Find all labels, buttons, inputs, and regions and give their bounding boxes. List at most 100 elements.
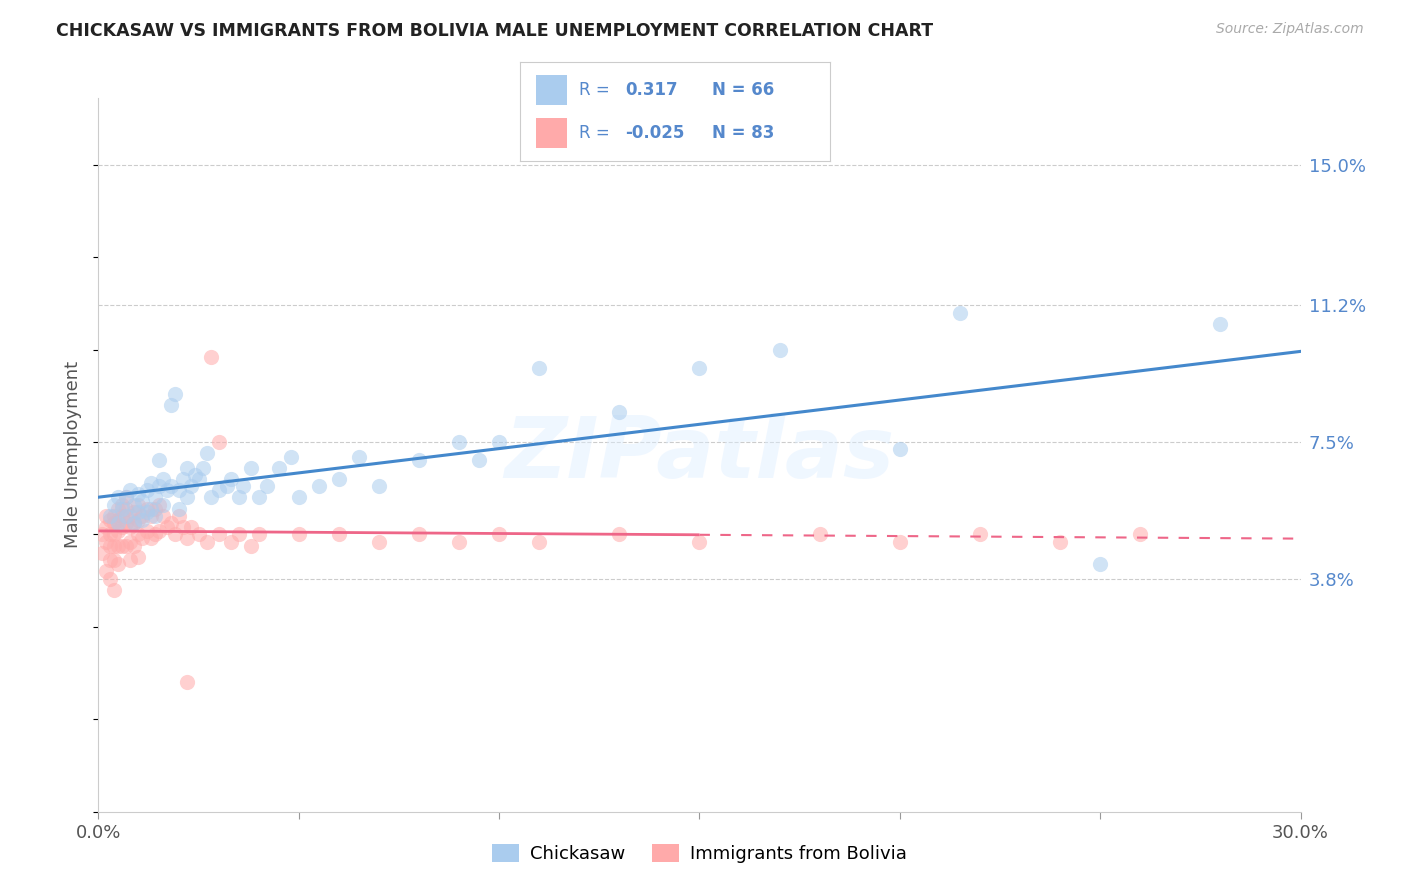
- Point: [208, 527, 231, 541]
- Point: [228, 527, 250, 541]
- Point: [115, 491, 138, 505]
- Point: [143, 491, 166, 505]
- Point: [167, 501, 190, 516]
- Point: [447, 534, 470, 549]
- Bar: [536, 119, 567, 148]
- Point: [969, 527, 991, 541]
- Point: [408, 527, 430, 541]
- Point: [111, 539, 134, 553]
- Point: [103, 527, 125, 541]
- Point: [128, 487, 150, 501]
- Point: [949, 305, 972, 319]
- Point: [96, 508, 118, 523]
- Point: [124, 505, 146, 519]
- Text: R =: R =: [579, 81, 614, 99]
- Point: [176, 491, 198, 505]
- Point: [100, 572, 122, 586]
- Point: [100, 508, 122, 523]
- Point: [889, 534, 911, 549]
- Point: [1088, 557, 1111, 571]
- Point: [172, 520, 194, 534]
- Point: [131, 508, 153, 523]
- Point: [115, 516, 138, 531]
- Point: [100, 553, 122, 567]
- Point: [159, 516, 181, 531]
- Point: [124, 516, 146, 531]
- Point: [148, 479, 170, 493]
- Point: [183, 468, 205, 483]
- Point: [107, 516, 129, 531]
- Point: [808, 527, 831, 541]
- Point: [111, 508, 134, 523]
- Point: [131, 531, 153, 545]
- Point: [163, 527, 186, 541]
- Point: [176, 531, 198, 545]
- Point: [228, 491, 250, 505]
- Point: [124, 498, 146, 512]
- Point: [128, 505, 150, 519]
- Point: [200, 350, 222, 364]
- Point: [100, 513, 122, 527]
- Point: [1049, 534, 1071, 549]
- Point: [143, 508, 166, 523]
- Point: [280, 450, 302, 464]
- Point: [115, 501, 138, 516]
- Point: [200, 491, 222, 505]
- Point: [103, 539, 125, 553]
- Point: [239, 539, 262, 553]
- Point: [96, 534, 118, 549]
- Point: [135, 524, 157, 538]
- Point: [111, 520, 134, 534]
- Point: [368, 534, 391, 549]
- Point: [308, 479, 330, 493]
- Point: [889, 442, 911, 457]
- Point: [208, 483, 231, 497]
- Point: [107, 557, 129, 571]
- Point: [120, 553, 142, 567]
- Point: [148, 453, 170, 467]
- Point: [120, 534, 142, 549]
- Point: [468, 453, 491, 467]
- Point: [152, 472, 174, 486]
- Point: [195, 446, 218, 460]
- Point: [120, 520, 142, 534]
- Point: [120, 483, 142, 497]
- Point: [107, 501, 129, 516]
- Point: [128, 549, 150, 564]
- Point: [155, 520, 177, 534]
- Point: [689, 361, 711, 376]
- Point: [155, 483, 177, 497]
- Point: [139, 531, 162, 545]
- Point: [91, 546, 114, 560]
- Point: [124, 516, 146, 531]
- Point: [167, 483, 190, 497]
- Point: [96, 565, 118, 579]
- Point: [111, 498, 134, 512]
- Point: [167, 508, 190, 523]
- Text: -0.025: -0.025: [626, 124, 685, 142]
- Point: [609, 405, 631, 419]
- Point: [100, 527, 122, 541]
- Point: [135, 505, 157, 519]
- Text: Source: ZipAtlas.com: Source: ZipAtlas.com: [1216, 22, 1364, 37]
- Y-axis label: Male Unemployment: Male Unemployment: [65, 361, 83, 549]
- Text: 0.317: 0.317: [626, 81, 678, 99]
- Text: N = 66: N = 66: [711, 81, 775, 99]
- Point: [187, 472, 209, 486]
- Point: [148, 498, 170, 512]
- Point: [328, 527, 350, 541]
- Point: [152, 498, 174, 512]
- Point: [408, 453, 430, 467]
- Point: [239, 461, 262, 475]
- Point: [191, 461, 214, 475]
- Point: [215, 479, 238, 493]
- Text: R =: R =: [579, 124, 614, 142]
- Point: [256, 479, 278, 493]
- Point: [128, 527, 150, 541]
- Point: [172, 472, 194, 486]
- Point: [176, 675, 198, 690]
- Point: [143, 501, 166, 516]
- Point: [107, 491, 129, 505]
- Point: [139, 475, 162, 490]
- Point: [219, 472, 242, 486]
